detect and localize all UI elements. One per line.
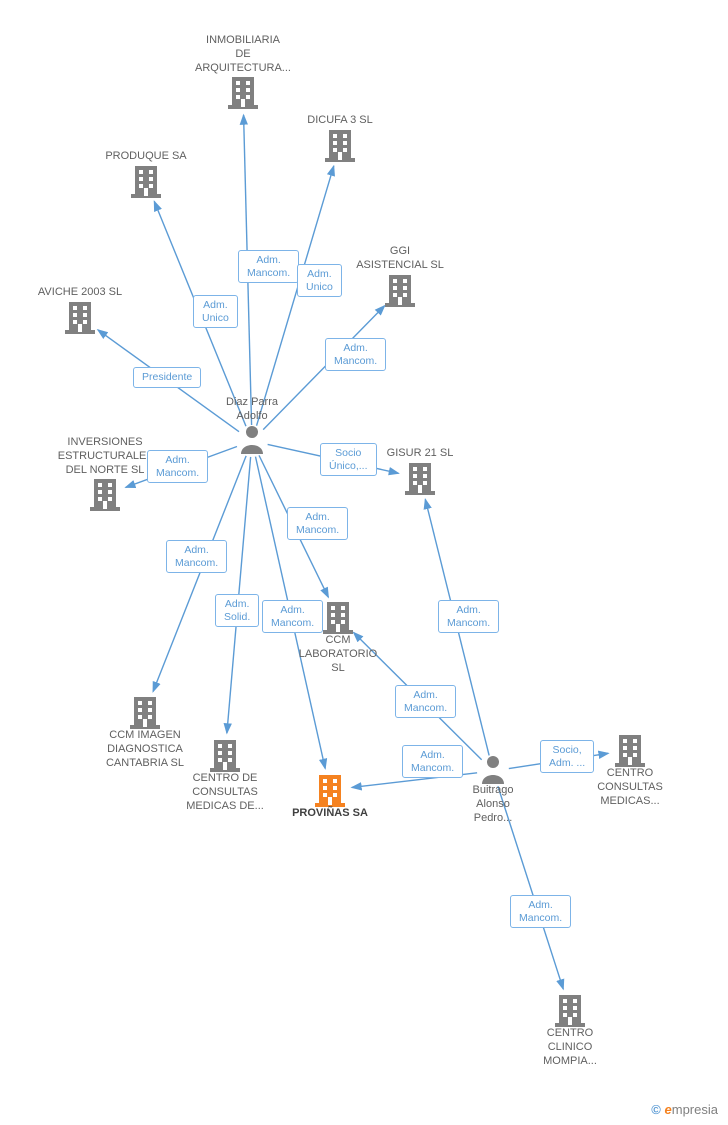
node-label: CENTROCONSULTASMEDICAS... <box>593 767 668 808</box>
node-label: BuitragoAlonsoPedro... <box>462 784 524 825</box>
node-gisur[interactable]: GISUR 21 SL <box>379 447 461 495</box>
edge-label: Adm. Solid. <box>215 594 259 627</box>
node-label: GGIASISTENCIAL SL <box>350 245 451 273</box>
node-label: DICUFA 3 SL <box>299 114 381 128</box>
node-diaz[interactable]: Diaz ParraAdolfo <box>215 396 290 454</box>
edge-label: Socio, Adm. ... <box>540 740 594 773</box>
node-label: PROVIÑAS SA <box>289 807 371 821</box>
node-label: CENTRO DECONSULTASMEDICAS DE... <box>178 772 273 813</box>
node-centroconsultas[interactable]: CENTRO DECONSULTASMEDICAS DE... <box>178 738 273 813</box>
node-inversiones[interactable]: INVERSIONESESTRUCTURALESDEL NORTE SL <box>58 436 153 511</box>
node-aviche[interactable]: AVICHE 2003 SL <box>30 286 131 334</box>
node-ggi[interactable]: GGIASISTENCIAL SL <box>350 245 451 307</box>
node-label: INVERSIONESESTRUCTURALESDEL NORTE SL <box>58 436 153 477</box>
edge-line <box>153 456 246 692</box>
edge-label: Adm. Mancom. <box>325 338 386 371</box>
edge-label: Adm. Mancom. <box>402 745 463 778</box>
footer-brand: © empresia <box>651 1102 718 1117</box>
node-label: Diaz ParraAdolfo <box>215 396 290 424</box>
node-centroconsultasmed[interactable]: CENTROCONSULTASMEDICAS... <box>593 733 668 808</box>
node-dicufa[interactable]: DICUFA 3 SL <box>299 114 381 162</box>
node-label: AVICHE 2003 SL <box>30 286 131 300</box>
node-centroclinico[interactable]: CENTROCLINICOMOMPIA... <box>536 993 605 1068</box>
edge-label: Adm. Unico <box>193 295 238 328</box>
brand-rest: mpresia <box>672 1102 718 1117</box>
node-label: CENTROCLINICOMOMPIA... <box>536 1027 605 1068</box>
node-label: GISUR 21 SL <box>379 447 461 461</box>
node-label: CCMLABORATORIOSL <box>297 634 379 675</box>
edge-label: Presidente <box>133 367 201 388</box>
edge-label: Adm. Mancom. <box>262 600 323 633</box>
edge-label: Adm. Unico <box>297 264 342 297</box>
node-buitrago[interactable]: BuitragoAlonsoPedro... <box>462 754 524 825</box>
edge-label: Adm. Mancom. <box>166 540 227 573</box>
edge-label: Adm. Mancom. <box>287 507 348 540</box>
edge-label: Socio Único,... <box>320 443 377 476</box>
copyright-symbol: © <box>651 1102 661 1117</box>
edge-label: Adm. Mancom. <box>147 450 208 483</box>
node-label: PRODUQUE SA <box>105 150 187 164</box>
node-label: INMOBILIARIADEARQUITECTURA... <box>189 34 297 75</box>
edge-label: Adm. Mancom. <box>395 685 456 718</box>
node-provinas[interactable]: PROVIÑAS SA <box>289 773 371 821</box>
node-produque[interactable]: PRODUQUE SA <box>105 150 187 198</box>
edge-label: Adm. Mancom. <box>510 895 571 928</box>
edge-label: Adm. Mancom. <box>438 600 499 633</box>
node-inmobiliaria[interactable]: INMOBILIARIADEARQUITECTURA... <box>189 34 297 109</box>
brand-e: e <box>665 1102 672 1117</box>
edge-label: Adm. Mancom. <box>238 250 299 283</box>
